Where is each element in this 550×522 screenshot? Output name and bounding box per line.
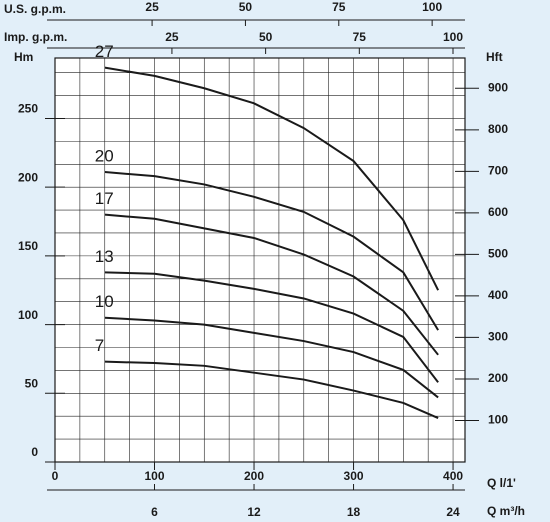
x2-tick-label: 24 [446, 505, 460, 519]
x-tick-label: 100 [144, 469, 164, 483]
curve-label: 7 [95, 336, 104, 355]
curve-label: 10 [95, 292, 114, 311]
x2-tick-label: 12 [247, 505, 261, 519]
curve-label: 27 [95, 42, 114, 61]
x-tick-label: 300 [344, 469, 364, 483]
x-tick-label: 0 [52, 469, 59, 483]
x2-tick-label: 25 [145, 0, 159, 14]
y2-tick-label: 400 [488, 288, 508, 302]
curve [104, 271, 439, 383]
x2-tick-label: 50 [239, 0, 253, 14]
x2-tick-label: 18 [347, 505, 361, 519]
y2-tick-label: 200 [488, 371, 508, 385]
y2-tick-label: 300 [488, 330, 508, 344]
y2-tick-label: 600 [488, 205, 508, 219]
y2-tick-label: 100 [488, 413, 508, 427]
x2-tick-label: 75 [353, 30, 367, 44]
x-tick-label: 200 [244, 469, 264, 483]
y2-tick-label: 900 [488, 80, 508, 94]
curve-label: 17 [95, 189, 114, 208]
curve-label: 13 [95, 247, 114, 266]
curve [104, 316, 439, 399]
x2-axis-label: U.S. g.p.m. [4, 2, 66, 16]
plot-frame [54, 57, 466, 463]
x2-tick-label: 100 [422, 0, 442, 14]
y-tick-label: 0 [31, 445, 38, 459]
x2-axis-label: Q m³/h [487, 504, 525, 518]
x2-tick-label: 50 [259, 30, 273, 44]
y-axis-label: Hm [14, 50, 33, 64]
curve [104, 213, 439, 356]
y-tick-label: 200 [18, 170, 38, 184]
y2-tick-label: 500 [488, 247, 508, 261]
x2-axis-label: Imp. g.p.m. [4, 30, 67, 44]
y-tick-label: 50 [25, 376, 39, 390]
y2-tick-label: 800 [488, 122, 508, 136]
x-axis-label: Q l/1' [487, 476, 516, 490]
plot-area [55, 58, 465, 462]
y2-axis-label: Hft [486, 50, 503, 64]
x2-tick-label: 6 [151, 505, 158, 519]
x2-tick-label: 100 [443, 30, 463, 44]
curve-label: 20 [95, 147, 114, 166]
curve [104, 171, 439, 331]
curve [104, 360, 439, 419]
x-tick-label: 400 [443, 469, 463, 483]
y-tick-label: 150 [18, 239, 38, 253]
y2-tick-label: 700 [488, 164, 508, 178]
x2-tick-label: 75 [332, 0, 346, 14]
x2-tick-label: 25 [165, 30, 179, 44]
y-tick-label: 100 [18, 308, 38, 322]
curve [104, 66, 440, 291]
y-tick-label: 250 [18, 102, 38, 116]
